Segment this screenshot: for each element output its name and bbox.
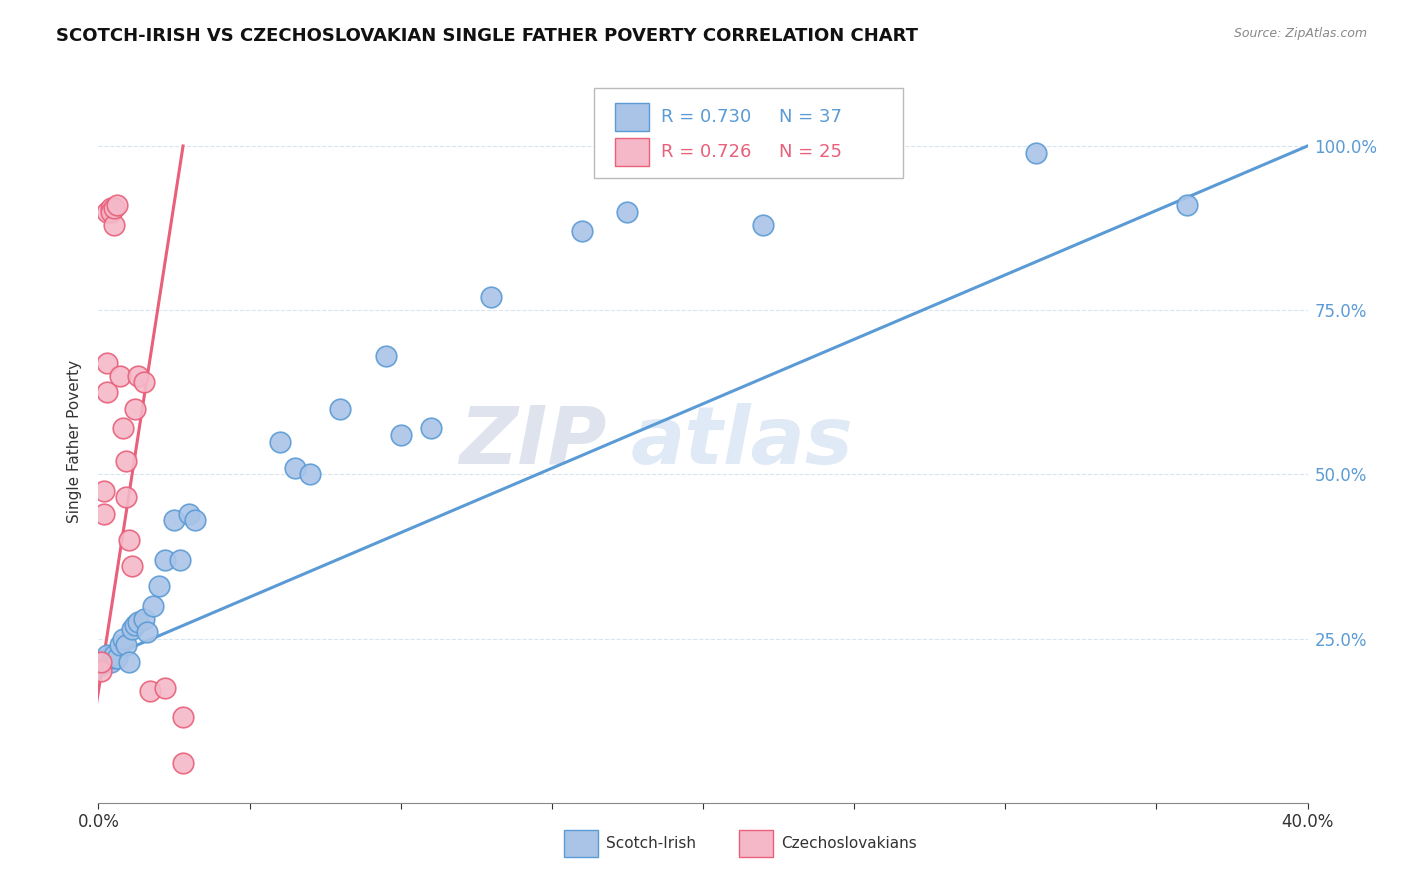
Point bbox=[616, 204, 638, 219]
Point bbox=[103, 202, 125, 216]
Point bbox=[124, 618, 146, 632]
Y-axis label: Single Father Poverty: Single Father Poverty bbox=[67, 360, 83, 523]
Point bbox=[118, 533, 141, 547]
FancyBboxPatch shape bbox=[564, 830, 598, 857]
Point bbox=[169, 553, 191, 567]
Text: R = 0.730: R = 0.730 bbox=[661, 108, 751, 126]
Point bbox=[374, 349, 396, 363]
Point bbox=[124, 401, 146, 416]
Point bbox=[127, 368, 149, 383]
Point bbox=[90, 655, 112, 669]
Text: Scotch-Irish: Scotch-Irish bbox=[606, 836, 696, 851]
Point bbox=[163, 513, 186, 527]
Point bbox=[420, 421, 443, 435]
Point bbox=[121, 622, 143, 636]
Point bbox=[571, 224, 593, 238]
Point bbox=[1175, 198, 1198, 212]
Point bbox=[135, 625, 157, 640]
Point bbox=[93, 483, 115, 498]
Point bbox=[103, 651, 125, 665]
Point bbox=[172, 710, 194, 724]
Point bbox=[96, 204, 118, 219]
Point bbox=[114, 491, 136, 505]
Point bbox=[103, 648, 125, 662]
Point bbox=[96, 356, 118, 370]
Point bbox=[96, 648, 118, 662]
Point bbox=[103, 218, 125, 232]
Text: atlas: atlas bbox=[630, 402, 853, 481]
Point bbox=[96, 385, 118, 400]
Point bbox=[132, 612, 155, 626]
Text: Czechoslovakians: Czechoslovakians bbox=[782, 836, 917, 851]
Point bbox=[114, 638, 136, 652]
FancyBboxPatch shape bbox=[740, 830, 773, 857]
FancyBboxPatch shape bbox=[614, 138, 648, 166]
Point bbox=[96, 651, 118, 665]
Point bbox=[1024, 145, 1046, 160]
Point bbox=[299, 467, 322, 482]
Point bbox=[114, 454, 136, 468]
Point bbox=[172, 756, 194, 771]
Point bbox=[93, 507, 115, 521]
Text: ZIP: ZIP bbox=[458, 402, 606, 481]
FancyBboxPatch shape bbox=[614, 103, 648, 131]
Point bbox=[179, 507, 201, 521]
Text: R = 0.726: R = 0.726 bbox=[661, 143, 751, 161]
Point bbox=[90, 657, 112, 672]
Point bbox=[127, 615, 149, 630]
Point bbox=[118, 655, 141, 669]
FancyBboxPatch shape bbox=[595, 87, 903, 178]
Point bbox=[142, 599, 165, 613]
Text: N = 25: N = 25 bbox=[779, 143, 842, 161]
Point bbox=[111, 421, 134, 435]
Point bbox=[90, 665, 112, 679]
Point bbox=[481, 290, 503, 304]
Point bbox=[148, 579, 170, 593]
Text: N = 37: N = 37 bbox=[779, 108, 842, 126]
Point bbox=[329, 401, 352, 416]
Text: Source: ZipAtlas.com: Source: ZipAtlas.com bbox=[1233, 27, 1367, 40]
Point bbox=[121, 559, 143, 574]
Point bbox=[184, 513, 207, 527]
Point bbox=[269, 434, 291, 449]
Point bbox=[108, 638, 131, 652]
Point bbox=[139, 684, 162, 698]
Point bbox=[93, 655, 115, 669]
Point bbox=[752, 218, 775, 232]
Point bbox=[111, 632, 134, 646]
Point bbox=[105, 198, 128, 212]
Point bbox=[389, 428, 412, 442]
Point bbox=[153, 681, 176, 695]
Point bbox=[100, 202, 122, 216]
Point bbox=[105, 651, 128, 665]
Text: SCOTCH-IRISH VS CZECHOSLOVAKIAN SINGLE FATHER POVERTY CORRELATION CHART: SCOTCH-IRISH VS CZECHOSLOVAKIAN SINGLE F… bbox=[56, 27, 918, 45]
Point bbox=[153, 553, 176, 567]
Point bbox=[284, 460, 307, 475]
Point bbox=[132, 376, 155, 390]
Point bbox=[100, 204, 122, 219]
Point bbox=[100, 655, 122, 669]
Point bbox=[108, 368, 131, 383]
